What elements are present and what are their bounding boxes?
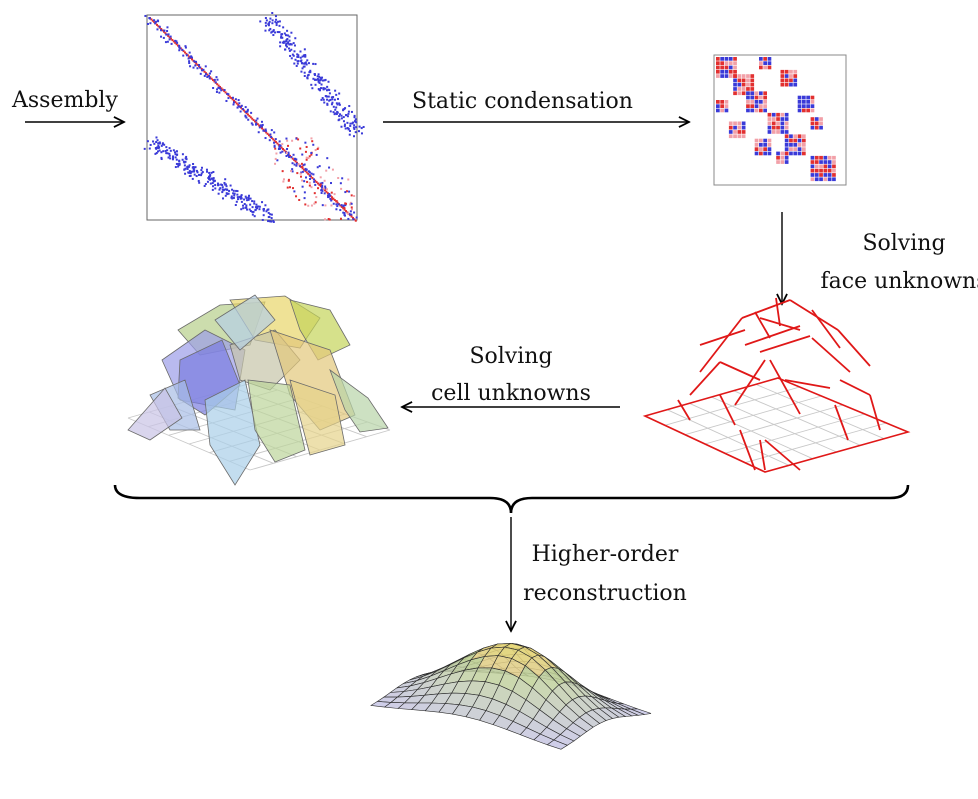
static-condensation-label: Static condensation — [412, 89, 633, 114]
solving-face-label-line1: Solving — [862, 231, 945, 256]
condensed-face-matrix — [713, 54, 847, 186]
assembly-label: Assembly — [11, 88, 118, 113]
solving-face-label-line2: face unknowns — [821, 269, 978, 294]
cell-unknowns-patches — [127, 294, 391, 486]
reconstructed-surface — [370, 642, 652, 750]
grouping-brace — [113, 484, 910, 514]
solving-cell-label-line1: Solving — [469, 344, 552, 369]
reconstruction-label-line1: Higher-order — [532, 542, 679, 567]
global-sparse-matrix — [143, 12, 365, 223]
solving-cell-label-line2: cell unknowns — [431, 381, 591, 406]
reconstruction-label-line2: reconstruction — [523, 581, 687, 606]
face-unknowns-wireframe — [642, 297, 911, 473]
